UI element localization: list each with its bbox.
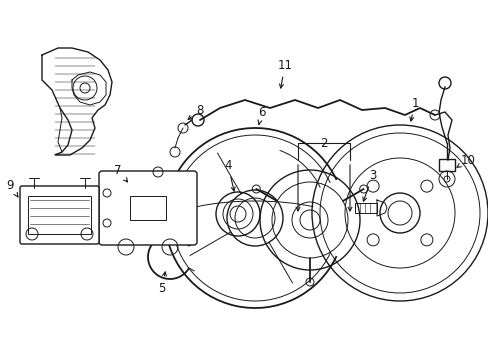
Text: 4: 4 [224, 158, 235, 191]
Text: 9: 9 [6, 179, 18, 197]
FancyBboxPatch shape [20, 186, 99, 244]
Text: 11: 11 [277, 59, 292, 88]
Text: 7: 7 [114, 163, 127, 182]
Text: 5: 5 [158, 272, 166, 294]
Text: 10: 10 [456, 153, 474, 167]
Text: 8: 8 [188, 104, 203, 120]
Text: 1: 1 [409, 96, 418, 121]
Text: 6: 6 [258, 105, 265, 124]
Text: 3: 3 [362, 168, 376, 201]
Text: 2: 2 [320, 136, 327, 149]
Bar [130, 196, 165, 220]
FancyBboxPatch shape [99, 171, 197, 245]
Bar [28, 196, 91, 234]
Bar [354, 203, 376, 213]
Bar [438, 159, 454, 171]
